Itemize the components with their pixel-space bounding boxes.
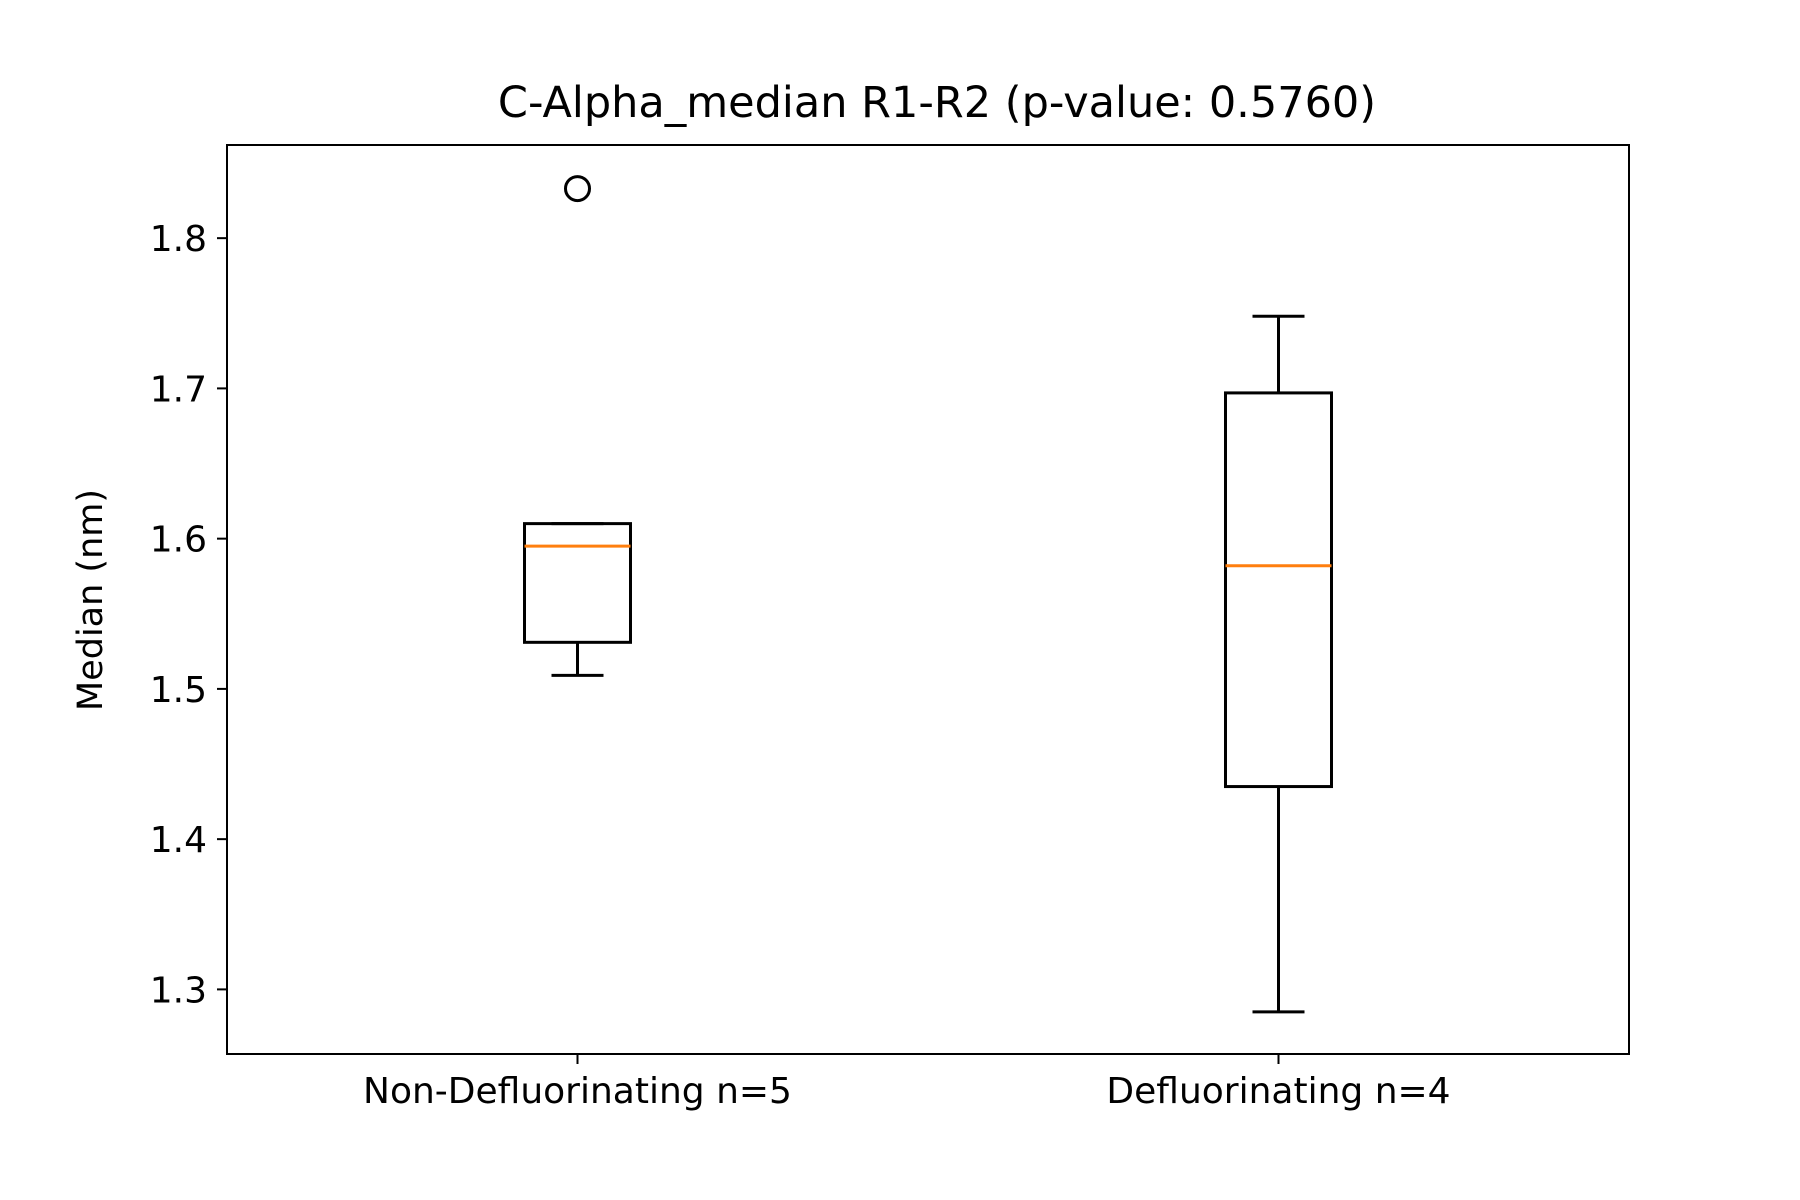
- plot-area: [523, 175, 1333, 1014]
- x-tick-label: Defluorinating n=4: [1106, 1071, 1450, 1112]
- y-tick-label: 1.7: [150, 369, 207, 410]
- box-group: [523, 175, 632, 677]
- y-axis-ticks: 1.3 1.4 1.5 1.6 1.7 1.8: [150, 219, 227, 1011]
- y-tick-label: 1.5: [150, 670, 207, 711]
- y-tick-label: 1.4: [150, 820, 207, 861]
- y-axis-label: Median (nm): [71, 489, 111, 711]
- axes-frame: [226, 144, 1630, 1055]
- chart-title: C-Alpha_median R1-R2 (p-value: 0.5760): [498, 78, 1376, 128]
- box-iqr: [523, 522, 632, 644]
- y-tick-label: 1.8: [150, 219, 207, 260]
- y-tick-label: 1.3: [150, 970, 207, 1011]
- y-tick-label: 1.6: [150, 520, 207, 561]
- flier-point: [564, 175, 591, 203]
- x-axis-ticks: Non-Defluorinating n=5 Defluorinating n=4: [363, 1054, 1451, 1112]
- box-group: [1224, 314, 1333, 1014]
- box-iqr: [1224, 391, 1333, 789]
- x-tick-label: Non-Defluorinating n=5: [363, 1071, 792, 1112]
